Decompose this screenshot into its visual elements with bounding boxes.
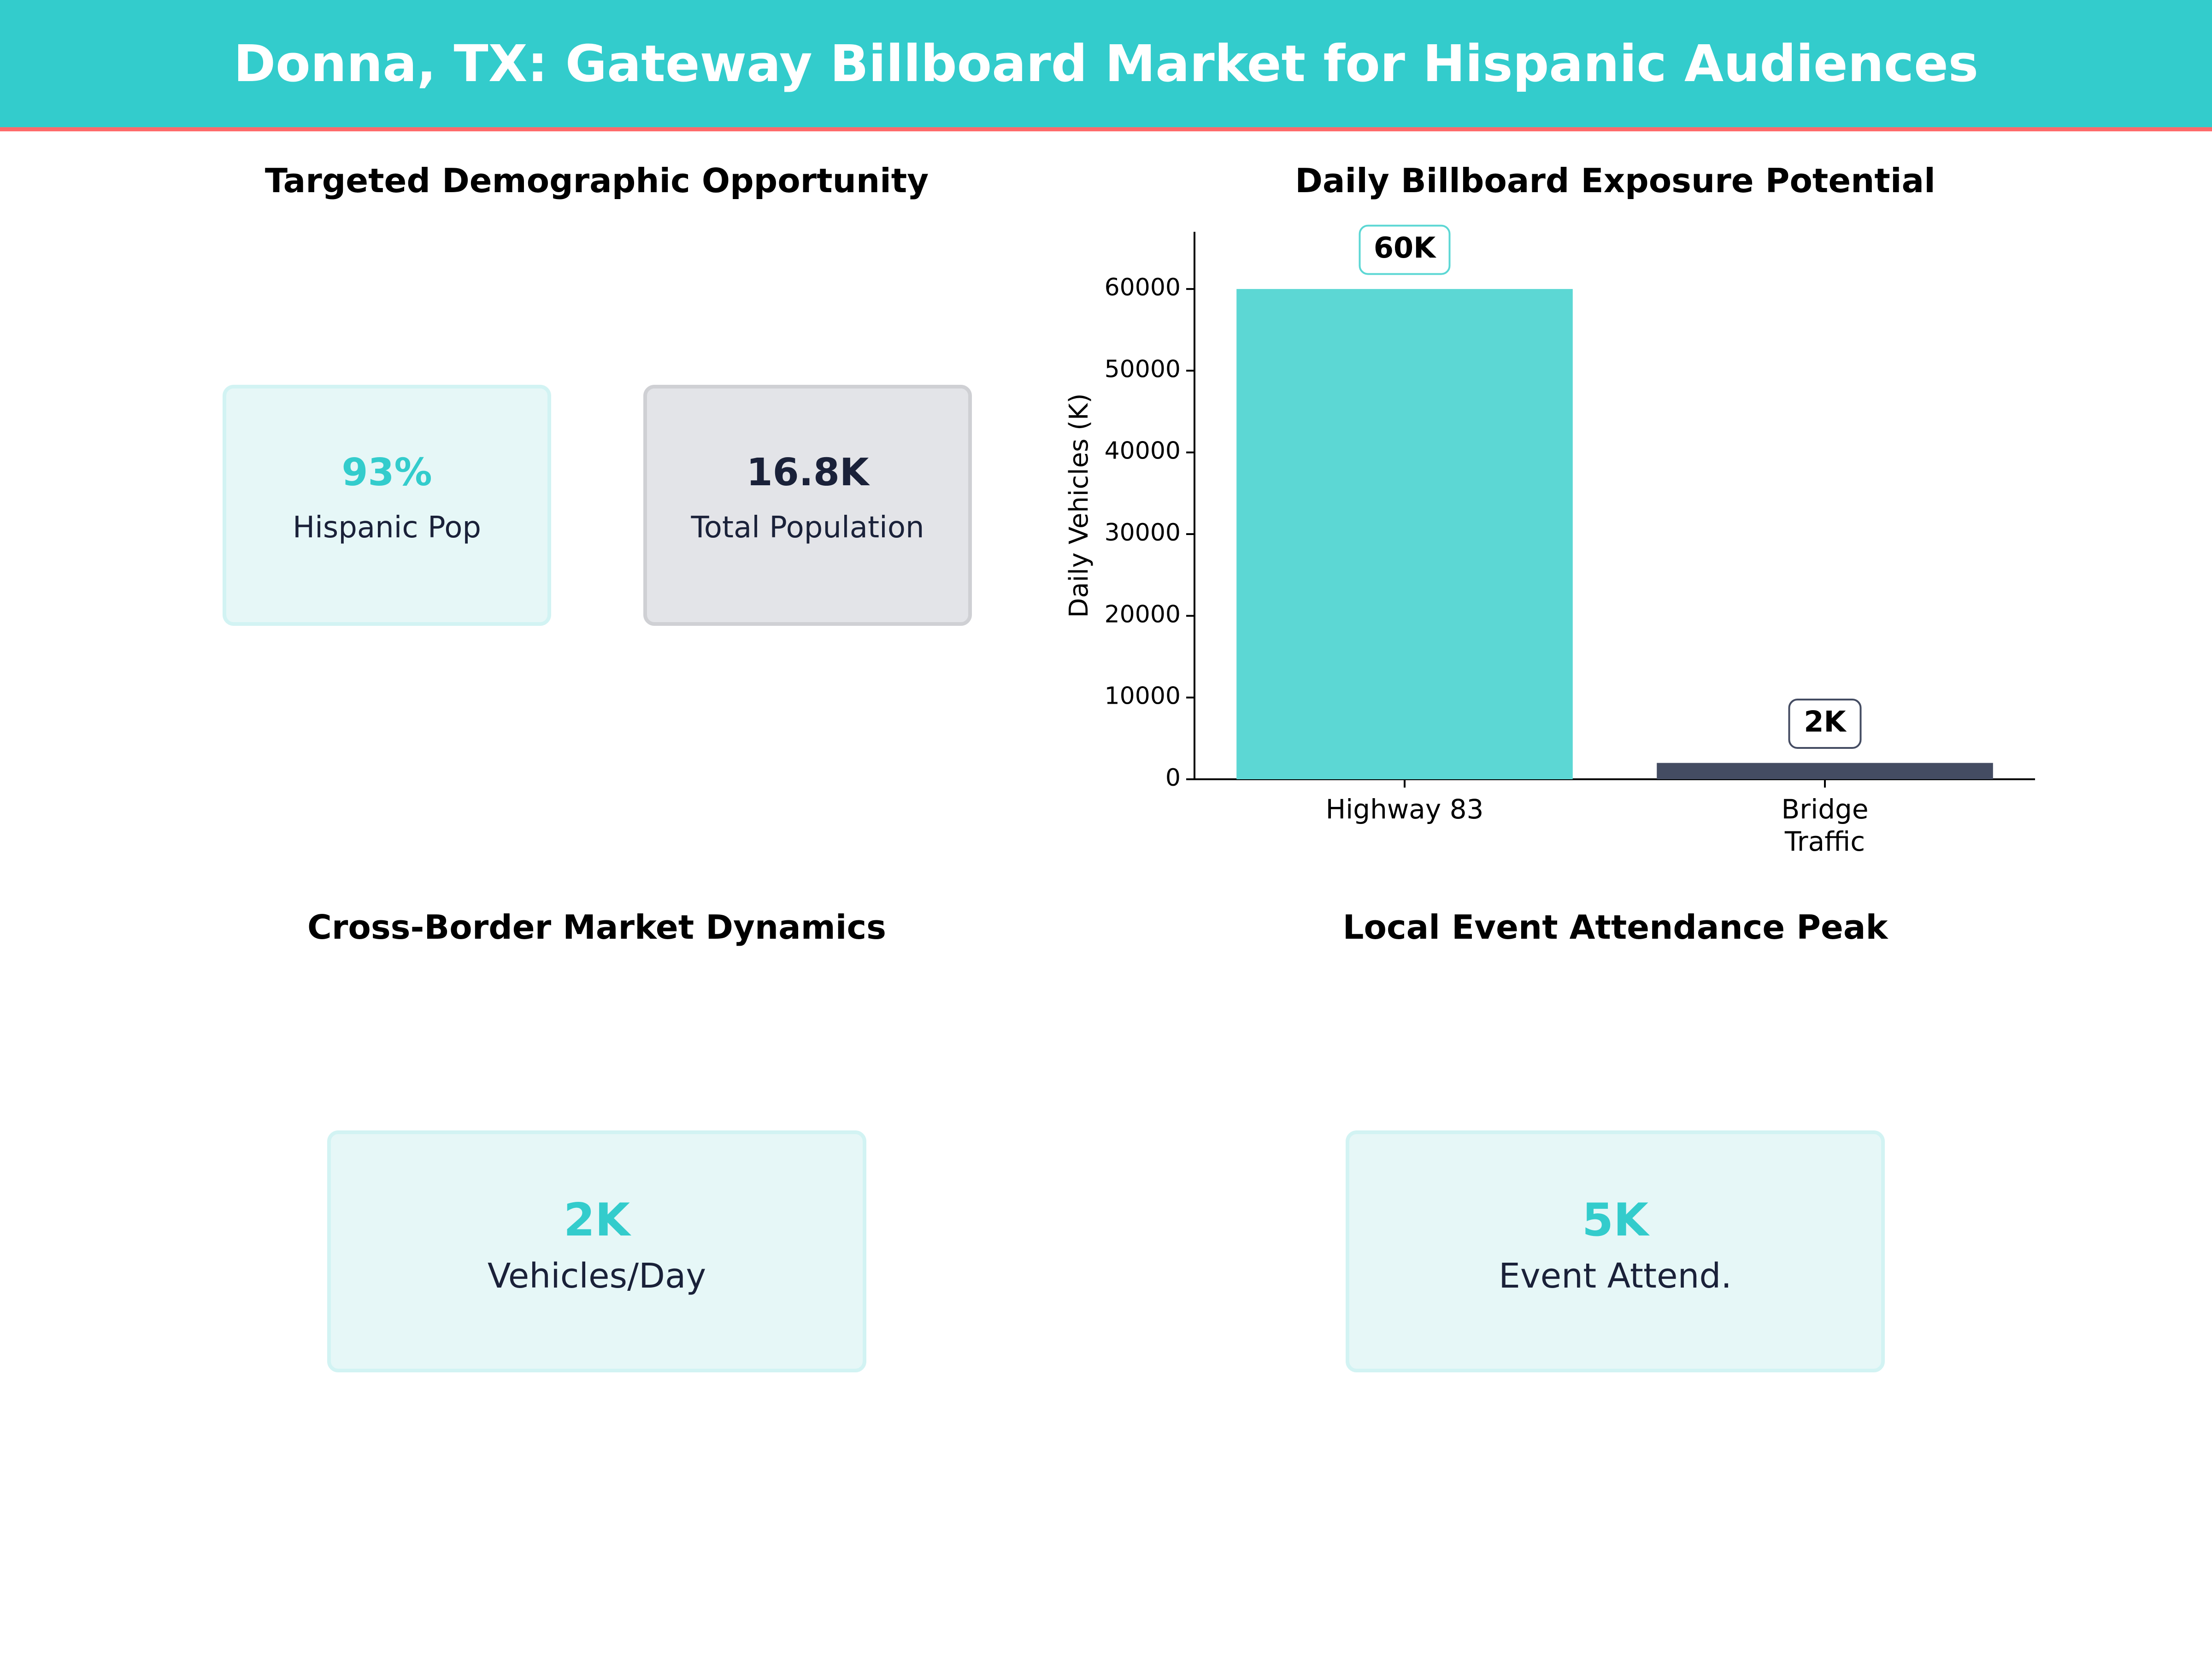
event-panel-title: Local Event Attendance Peak xyxy=(1342,908,1888,947)
hispanic-pop-label: Hispanic Pop xyxy=(292,511,482,545)
x-tick-label: Bridge Traffic xyxy=(1781,794,1868,857)
y-tick-label: 10000 xyxy=(1105,682,1181,710)
cross-border-vehicles-value: 2K xyxy=(563,1194,630,1247)
exposure-panel-title: Daily Billboard Exposure Potential xyxy=(1295,161,1936,200)
demographic-panel-title: Targeted Demographic Opportunity xyxy=(265,161,929,200)
event-attendance-card: 5K Event Attend. xyxy=(1346,1130,1885,1372)
x-tick-label: Highway 83 xyxy=(1326,794,1484,825)
data-label: 60K xyxy=(1374,231,1436,265)
cross-border-vehicles-label: Vehicles/Day xyxy=(487,1256,706,1296)
y-tick-label: 20000 xyxy=(1105,600,1181,628)
y-axis-label: Daily Vehicles (K) xyxy=(1064,393,1094,618)
y-tick-label: 30000 xyxy=(1105,519,1181,547)
total-population-value: 16.8K xyxy=(746,451,869,494)
y-tick-label: 60000 xyxy=(1105,274,1181,301)
event-attendance-value: 5K xyxy=(1582,1194,1649,1247)
header-bar: Donna, TX: Gateway Billboard Market for … xyxy=(0,0,2212,131)
y-tick-label: 40000 xyxy=(1105,437,1181,465)
y-tick-label: 0 xyxy=(1165,764,1181,792)
dashboard-title: Donna, TX: Gateway Billboard Market for … xyxy=(233,34,1979,93)
bar-1 xyxy=(1657,763,1993,779)
data-label: 2K xyxy=(1804,705,1847,739)
y-tick-label: 50000 xyxy=(1105,355,1181,383)
hispanic-pop-card: 93% Hispanic Pop xyxy=(223,385,551,626)
bar-0 xyxy=(1236,289,1573,779)
data-label-box xyxy=(1788,699,1862,749)
total-population-card: 16.8K Total Population xyxy=(643,385,972,626)
data-label-box xyxy=(1359,224,1451,275)
total-population-label: Total Population xyxy=(691,511,924,545)
cross-border-panel-title: Cross-Border Market Dynamics xyxy=(307,908,886,947)
hispanic-pop-value: 93% xyxy=(341,451,432,494)
event-attendance-label: Event Attend. xyxy=(1499,1256,1732,1296)
cross-border-vehicles-card: 2K Vehicles/Day xyxy=(327,1130,866,1372)
